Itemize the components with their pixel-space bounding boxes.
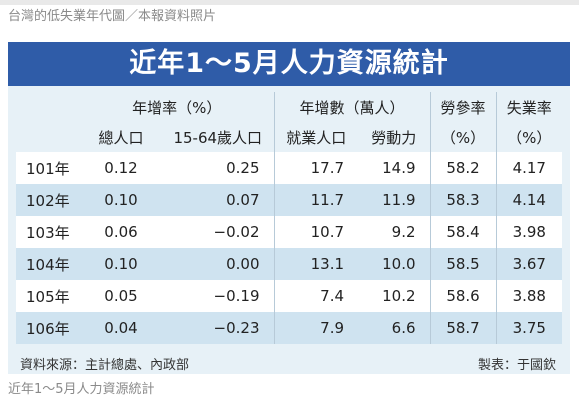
cell-total-pop: 0.12 (104, 159, 138, 177)
cell-pop-15-64: 0.07 (226, 191, 260, 209)
cell-total-pop: 0.06 (104, 223, 138, 241)
infographic-title: 近年1～5月人力資源統計 (8, 42, 570, 86)
header-year-blank-2 (16, 122, 80, 152)
cell-labor-force: 10.2 (382, 287, 416, 305)
header-growth-number: 年增數（萬人） (273, 92, 431, 122)
cell-year: 103年 (26, 223, 70, 242)
header-participation-unit: （%） (429, 122, 497, 152)
cell-unemployment: 3.75 (495, 312, 563, 344)
source-note: 資料來源：主計總處、內政部 (20, 358, 190, 373)
cell-employed: 7.9 (273, 312, 359, 344)
cell-year: 102年 (26, 191, 70, 210)
cell-unemployment: 4.14 (495, 184, 563, 216)
header-total-population: 總人口 (80, 122, 162, 152)
table-row: 106年 0.04 −0.23 7.9 6.6 58.7 3.75 (16, 312, 563, 344)
cell-pop-15-64: −0.23 (213, 319, 260, 337)
cell-unemployment: 3.98 (495, 216, 563, 248)
cell-participation: 58.6 (429, 280, 497, 312)
cell-participation: 58.3 (429, 184, 497, 216)
cell-total-pop: 0.04 (104, 319, 138, 337)
table-row: 104年 0.10 0.00 13.1 10.0 58.5 3.67 (16, 248, 563, 280)
cell-employed: 11.7 (273, 184, 359, 216)
header-unemployment-rate: 失業率 (495, 92, 563, 122)
cell-total-pop: 0.10 (104, 255, 138, 273)
cell-labor-force: 9.2 (391, 223, 416, 241)
cell-participation: 58.7 (429, 312, 497, 344)
statistics-table-wrap: 年增率（%） 年增數（萬人） 勞參率 失業率 總人口 15-64歲人口 就業人口… (16, 92, 563, 344)
cell-pop-15-64: 0.00 (226, 255, 260, 273)
header-working-age-population: 15-64歲人口 (162, 122, 275, 152)
cell-unemployment: 3.67 (495, 248, 563, 280)
cell-labor-force: 10.0 (382, 255, 416, 273)
header-growth-rate: 年增率（%） (80, 92, 275, 122)
cell-total-pop: 0.05 (104, 287, 138, 305)
cell-total-pop: 0.10 (104, 191, 138, 209)
cell-labor-force: 6.6 (391, 319, 416, 337)
table-row: 105年 0.05 −0.19 7.4 10.2 58.6 3.88 (16, 280, 563, 312)
cell-participation: 58.2 (429, 152, 497, 184)
infographic-card: 近年1～5月人力資源統計 年增率（%） 年增數（萬人） 勞參率 失業率 (8, 42, 570, 374)
cell-employed: 7.4 (273, 280, 359, 312)
cell-unemployment: 4.17 (495, 152, 563, 184)
table-row: 101年 0.12 0.25 17.7 14.9 58.2 4.17 (16, 152, 563, 184)
cell-unemployment: 3.88 (495, 280, 563, 312)
header-labor-force: 勞動力 (358, 122, 431, 152)
header-year-blank (16, 92, 80, 122)
table-row: 102年 0.10 0.07 11.7 11.9 58.3 4.14 (16, 184, 563, 216)
header-employed: 就業人口 (273, 122, 359, 152)
cell-pop-15-64: −0.02 (213, 223, 260, 241)
bottom-image-caption: 近年1～5月人力資源統計 (8, 382, 155, 397)
cell-participation: 58.5 (429, 248, 497, 280)
table-row: 103年 0.06 −0.02 10.7 9.2 58.4 3.98 (16, 216, 563, 248)
header-unemployment-unit: （%） (495, 122, 563, 152)
cell-pop-15-64: 0.25 (226, 159, 260, 177)
cell-employed: 13.1 (273, 248, 359, 280)
top-strip (0, 0, 579, 5)
cell-pop-15-64: −0.19 (213, 287, 260, 305)
maker-note: 製表：于國欽 (477, 358, 556, 373)
cell-labor-force: 14.9 (382, 159, 416, 177)
cell-year: 105年 (26, 287, 70, 306)
header-participation-rate: 勞參率 (429, 92, 497, 122)
cell-employed: 17.7 (273, 152, 359, 184)
top-image-caption: 台灣的低失業年代圖／本報資料照片 (8, 9, 217, 24)
cell-participation: 58.4 (429, 216, 497, 248)
cell-employed: 10.7 (273, 216, 359, 248)
statistics-table: 年增率（%） 年增數（萬人） 勞參率 失業率 總人口 15-64歲人口 就業人口… (16, 92, 563, 344)
cell-year: 104年 (26, 255, 70, 274)
cell-year: 101年 (26, 159, 70, 178)
cell-labor-force: 11.9 (382, 191, 416, 209)
cell-year: 106年 (26, 319, 70, 338)
